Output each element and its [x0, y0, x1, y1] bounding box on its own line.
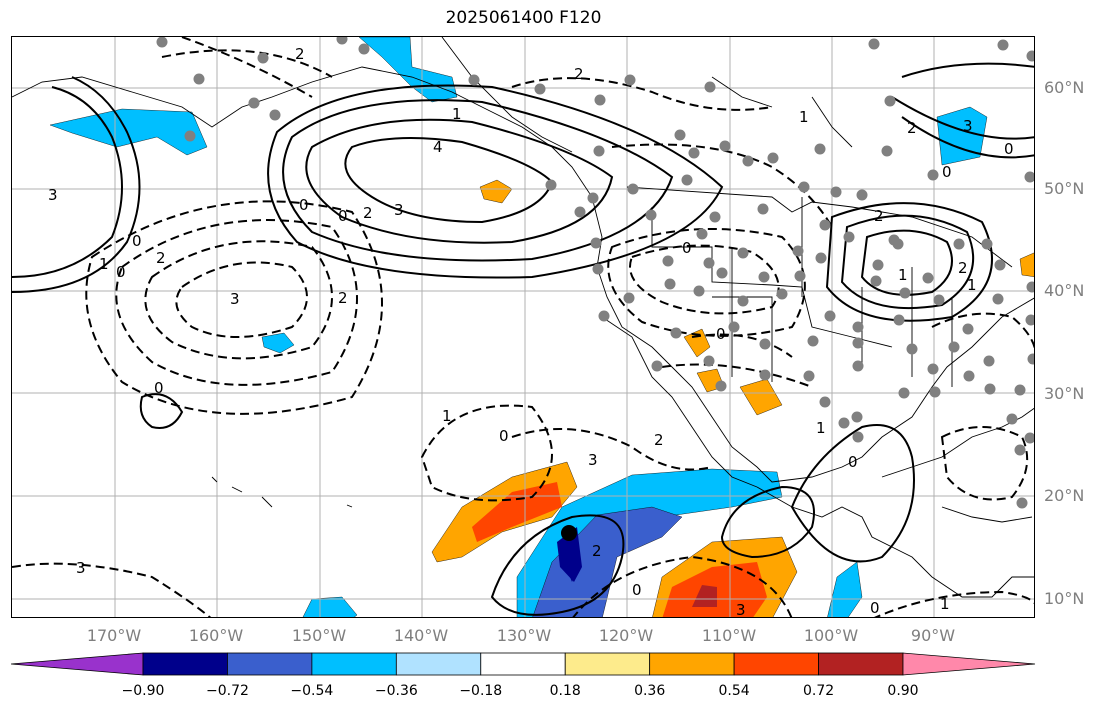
lat-label: 20°N [1044, 486, 1085, 505]
colorbar-tick-label: 0.90 [887, 683, 919, 699]
lat-label: 30°N [1044, 384, 1085, 403]
colorbar-tick-label: −0.54 [290, 683, 334, 699]
shade-positive-6 [479, 179, 513, 204]
shade-positive-10 [1019, 252, 1034, 277]
lat-label: 10°N [1044, 589, 1085, 608]
colorbar-segment [227, 652, 313, 676]
contour-label: 2 [654, 431, 664, 449]
contour-label: 1 [452, 105, 462, 123]
shade-negative-2 [49, 108, 208, 156]
shaded-fields [49, 37, 1034, 617]
lon-label: 140°W [393, 626, 449, 645]
contour-label: 3 [394, 201, 404, 219]
contour-label: 4 [433, 138, 443, 156]
lon-label: 110°W [701, 626, 757, 645]
shade-positive-7 [683, 328, 711, 358]
contour-label: 0 [499, 427, 509, 445]
contour-label: 3 [230, 290, 240, 308]
shade-negative-4 [261, 332, 295, 354]
map-panel[interactable]: 2 2 1 4 3 0 0 2 3 3 2 0 1 0 2 3 0 0 1 2 … [11, 36, 1035, 618]
contour-label: 1 [816, 419, 826, 437]
contour-label: 0 [942, 163, 952, 181]
colorbar-tick-label: −0.18 [459, 683, 503, 699]
contour-labels: 2 2 1 4 3 0 0 2 3 3 2 0 1 0 2 3 0 0 1 2 … [48, 45, 1014, 618]
contour-label: 2 [592, 542, 602, 560]
shade-positive-5 [692, 585, 717, 607]
coastlines [12, 37, 1034, 598]
contour-label: 0 [116, 263, 126, 281]
contour-label: 2 [363, 204, 373, 222]
lon-label: 90°W [910, 626, 956, 645]
contour-label: 0 [154, 379, 164, 397]
contour-label: 3 [48, 186, 58, 204]
map-canvas: 2 2 1 4 3 0 0 2 3 3 2 0 1 0 2 3 0 0 1 2 … [12, 37, 1034, 618]
contour-label: 2 [295, 45, 305, 63]
contour-label: 2 [958, 259, 968, 277]
contour-label: 0 [870, 599, 880, 617]
contour-label: 2 [907, 119, 917, 137]
contours-positive [12, 62, 1034, 616]
contour-label: 0 [299, 196, 309, 214]
lon-label: 120°W [598, 626, 654, 645]
colorbar [11, 652, 1036, 676]
colorbar-tick-label: 0.54 [718, 683, 750, 699]
colorbar-tick-label: −0.72 [205, 683, 249, 699]
contour-label: 1 [967, 276, 977, 294]
contour-label: 3 [76, 559, 86, 577]
contour-label: 0 [682, 239, 692, 257]
shade-positive-2 [472, 482, 562, 542]
contour-label: 0 [716, 325, 726, 343]
colorbar-tick-label: 0.18 [549, 683, 581, 699]
colorbar-tick-label: 0.36 [634, 683, 666, 699]
storm-marker [561, 525, 577, 582]
contour-label: 1 [898, 266, 908, 284]
colorbar-segment [733, 652, 819, 676]
lon-label: 150°W [291, 626, 347, 645]
colorbar-segment [142, 652, 228, 676]
contour-label: 1 [442, 407, 452, 425]
colorbar-tick-label: −0.36 [374, 683, 418, 699]
lon-label: 170°W [86, 626, 142, 645]
contour-label: 1 [99, 255, 109, 273]
lat-label: 60°N [1044, 78, 1085, 97]
map-title: 2025061400 F120 [445, 8, 602, 28]
colorbar-segment [649, 652, 735, 676]
contour-label: 2 [574, 65, 584, 83]
colorbar-tick-label: −0.90 [121, 683, 165, 699]
contour-label: 1 [940, 595, 950, 613]
colorbar-segment [480, 652, 566, 676]
contour-label: 2 [156, 249, 166, 267]
station-markers [156, 37, 1034, 509]
contour-label: 3 [963, 117, 973, 135]
shade-negative-8 [827, 561, 863, 617]
graticule [12, 37, 1034, 617]
contour-label: 2 [874, 207, 884, 225]
colorbar-segment [564, 652, 651, 676]
contour-label: 0 [848, 453, 858, 471]
lon-label: 130°W [496, 626, 552, 645]
contour-label: 2 [338, 289, 348, 307]
shade-negative-9 [302, 596, 358, 617]
colorbar-segment [311, 652, 397, 676]
colorbar-segment [902, 652, 1036, 676]
colorbar-segment [395, 652, 482, 676]
colorbar-segment [11, 652, 144, 676]
contour-label: 0 [632, 581, 642, 599]
lon-label: 160°W [188, 626, 244, 645]
contour-label: 0 [1004, 140, 1014, 158]
contour-label: 0 [338, 207, 348, 225]
shade-positive-9 [739, 378, 783, 416]
contour-label: 3 [736, 601, 746, 618]
lat-label: 40°N [1044, 281, 1085, 300]
contour-label: 3 [588, 451, 598, 469]
contour-label: 0 [132, 232, 142, 250]
lon-label: 100°W [803, 626, 859, 645]
colorbar-segment [818, 652, 904, 676]
contours-negative [12, 37, 1034, 617]
lat-label: 50°N [1044, 179, 1085, 198]
contour-label: 1 [799, 108, 809, 126]
colorbar-tick-label: 0.72 [802, 683, 835, 699]
shade-negative-3 [936, 106, 988, 166]
